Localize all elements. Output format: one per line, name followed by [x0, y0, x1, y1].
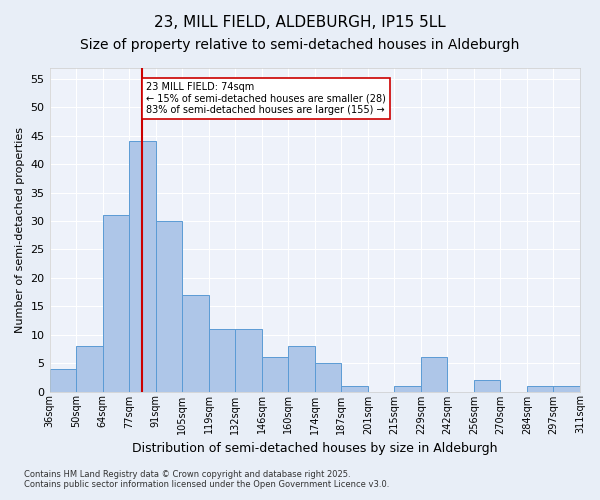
Bar — [155, 221, 182, 392]
Bar — [394, 386, 421, 392]
Bar — [262, 358, 288, 392]
Bar — [474, 380, 500, 392]
Bar — [421, 358, 448, 392]
Bar — [235, 329, 262, 392]
Bar — [103, 216, 129, 392]
Bar — [209, 329, 235, 392]
Text: 23 MILL FIELD: 74sqm
← 15% of semi-detached houses are smaller (28)
83% of semi-: 23 MILL FIELD: 74sqm ← 15% of semi-detac… — [146, 82, 386, 115]
Text: Size of property relative to semi-detached houses in Aldeburgh: Size of property relative to semi-detach… — [80, 38, 520, 52]
Y-axis label: Number of semi-detached properties: Number of semi-detached properties — [15, 126, 25, 332]
Bar — [129, 142, 155, 392]
Bar — [182, 295, 209, 392]
Text: 23, MILL FIELD, ALDEBURGH, IP15 5LL: 23, MILL FIELD, ALDEBURGH, IP15 5LL — [154, 15, 446, 30]
Bar — [50, 369, 76, 392]
Bar — [288, 346, 315, 392]
Text: Contains HM Land Registry data © Crown copyright and database right 2025.
Contai: Contains HM Land Registry data © Crown c… — [24, 470, 389, 489]
Bar — [341, 386, 368, 392]
Bar — [553, 386, 580, 392]
Bar — [76, 346, 103, 392]
Bar — [527, 386, 553, 392]
Bar — [315, 363, 341, 392]
X-axis label: Distribution of semi-detached houses by size in Aldeburgh: Distribution of semi-detached houses by … — [132, 442, 497, 455]
